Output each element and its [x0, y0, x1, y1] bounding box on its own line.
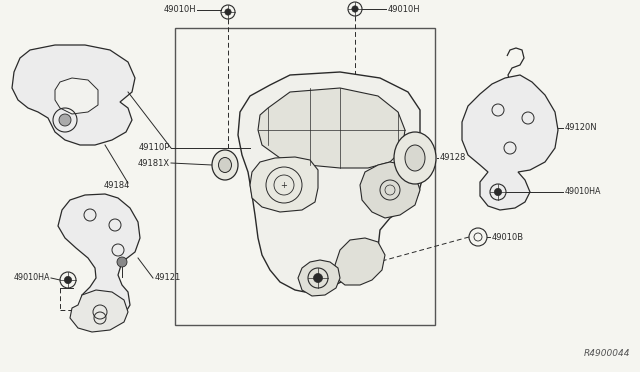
Polygon shape: [462, 75, 558, 210]
Circle shape: [59, 114, 71, 126]
Polygon shape: [258, 88, 405, 168]
Text: 49181X: 49181X: [138, 158, 170, 167]
Text: R4900044: R4900044: [584, 349, 630, 358]
Text: +: +: [280, 180, 287, 189]
Ellipse shape: [212, 150, 238, 180]
Circle shape: [314, 273, 323, 282]
Text: 49110P: 49110P: [139, 144, 170, 153]
Circle shape: [225, 9, 231, 15]
Polygon shape: [360, 162, 420, 218]
Text: 49010H: 49010H: [388, 4, 420, 13]
Polygon shape: [335, 238, 385, 285]
Text: 49010HA: 49010HA: [565, 187, 602, 196]
Polygon shape: [12, 45, 135, 145]
Polygon shape: [250, 157, 318, 212]
Ellipse shape: [405, 145, 425, 171]
Text: 49128: 49128: [440, 154, 467, 163]
Ellipse shape: [394, 132, 436, 184]
Polygon shape: [298, 260, 340, 296]
Circle shape: [494, 188, 502, 196]
Circle shape: [352, 6, 358, 12]
Polygon shape: [55, 78, 98, 114]
Polygon shape: [70, 290, 128, 332]
Text: 49010B: 49010B: [492, 232, 524, 241]
Polygon shape: [58, 194, 140, 320]
Text: 49120N: 49120N: [565, 124, 598, 132]
Circle shape: [117, 257, 127, 267]
Bar: [175, 28, 435, 325]
Text: 49121: 49121: [155, 273, 181, 282]
Circle shape: [65, 276, 72, 283]
Text: 49010HA: 49010HA: [13, 273, 50, 282]
Ellipse shape: [218, 157, 232, 173]
Text: 49010H: 49010H: [163, 6, 196, 15]
Polygon shape: [238, 72, 422, 292]
Text: 49184: 49184: [104, 180, 130, 189]
